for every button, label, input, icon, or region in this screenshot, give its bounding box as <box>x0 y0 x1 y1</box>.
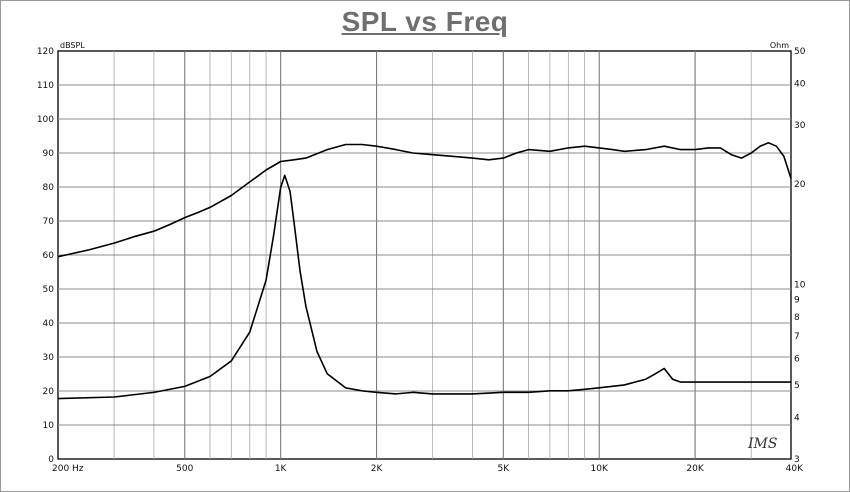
signature-mark: IMS <box>747 436 777 452</box>
x-tick-label: 200 Hz <box>52 464 84 474</box>
series-group <box>57 142 792 400</box>
y-right-tick-label: 3 <box>794 455 800 465</box>
y-left-tick-label: 30 <box>43 353 55 363</box>
y-left-tick-label: 80 <box>43 183 55 193</box>
x-tick-label: 500 <box>176 464 193 474</box>
y-right-tick-label: 7 <box>794 332 800 342</box>
y-left-tick-label: 90 <box>43 149 55 159</box>
y-right-unit-label: Ohm <box>770 41 789 50</box>
y-grid <box>58 84 791 426</box>
y-right-tick-label: 30 <box>794 121 806 131</box>
y-left-tick-label: 20 <box>43 387 55 397</box>
y-left-tick-label: 100 <box>37 115 54 125</box>
x-tick-label: 2K <box>371 464 384 474</box>
x-tick-label: 10K <box>591 464 609 474</box>
x-tick-labels: 200 Hz 500 1K 2K 5K 10K 20K 40K <box>52 464 804 474</box>
y-right-tick-label: 5 <box>794 381 800 391</box>
y-left-tick-label: 50 <box>43 285 55 295</box>
y-left-tick-label: 70 <box>43 217 55 227</box>
spl-curve <box>57 142 792 258</box>
x-tick-label: 5K <box>497 464 510 474</box>
x-tick-label: 20K <box>686 464 704 474</box>
y-left-unit-label: dBSPL <box>60 41 85 50</box>
chart-title: SPL vs Freq <box>341 6 509 37</box>
y-right-tick-label: 9 <box>794 296 800 306</box>
y-right-tick-label: 4 <box>794 413 800 423</box>
y-right-tick-label: 10 <box>794 280 806 290</box>
y-right-tick-label: 8 <box>794 313 800 323</box>
y-left-tick-label: 40 <box>43 319 55 329</box>
y-right-tick-label: 40 <box>794 79 806 89</box>
impedance-curve <box>57 174 791 400</box>
y-right-tick-label: 20 <box>794 180 806 190</box>
y-left-tick-label: 120 <box>37 47 54 57</box>
y-left-tick-label: 0 <box>48 455 54 465</box>
y-right-tick-label: 6 <box>794 354 800 364</box>
x-tick-label: 40K <box>786 464 804 474</box>
x-tick-label: 1K <box>275 464 288 474</box>
y-left-tick-label: 110 <box>37 81 54 91</box>
y-left-tick-label: 60 <box>43 251 55 261</box>
y-left-tick-labels: 0 10 20 30 40 50 60 70 80 90 100 110 120 <box>37 47 54 465</box>
y-right-tick-labels: 3 4 5 6 7 8 9 10 20 30 40 50 <box>794 47 806 465</box>
y-right-tick-label: 50 <box>794 47 806 57</box>
y-left-tick-label: 10 <box>43 421 55 431</box>
